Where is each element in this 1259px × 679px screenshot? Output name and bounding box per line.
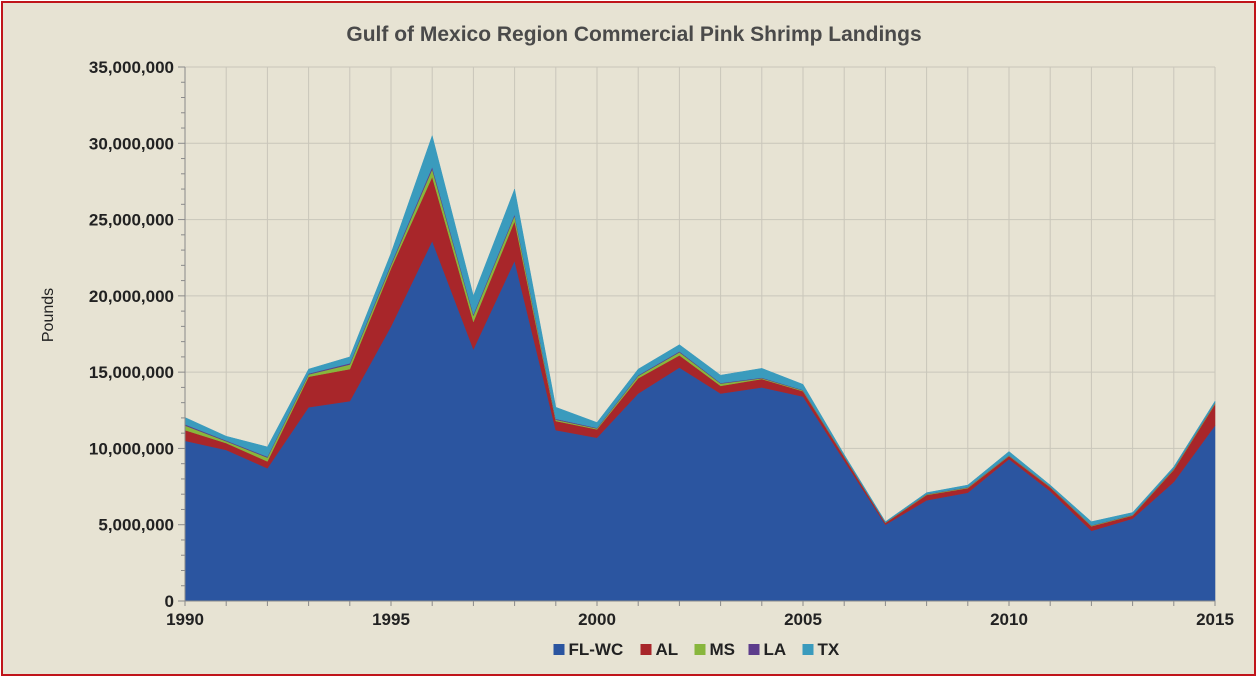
y-tick-label: 15,000,000: [89, 363, 174, 382]
y-tick-label: 5,000,000: [98, 516, 174, 535]
y-tick-label: 35,000,000: [89, 58, 174, 77]
x-tick-labels: 1990 1995 2000 2005 2010 2015: [166, 610, 1234, 629]
series-areas: [184, 134, 1216, 602]
area-fl-wc: [184, 240, 1216, 602]
y-tick-label: 20,000,000: [89, 287, 174, 306]
x-tick-label: 2000: [578, 610, 616, 629]
legend-label-ms: MS: [710, 640, 736, 659]
x-tick-label: 1990: [166, 610, 204, 629]
axes: [178, 66, 1216, 606]
legend-label-al: AL: [656, 640, 679, 659]
legend-label-la: LA: [764, 640, 787, 659]
y-axis-label: Pounds: [40, 288, 57, 342]
legend-swatch-ms: [694, 644, 706, 655]
legend-swatch-fl-wc: [553, 644, 565, 655]
legend-label-tx: TX: [818, 640, 840, 659]
legend-swatch-tx: [802, 644, 814, 655]
x-tick-label: 2010: [990, 610, 1028, 629]
y-tick-label: 10,000,000: [89, 439, 174, 458]
x-tick-label: 2015: [1196, 610, 1234, 629]
x-tick-label: 1995: [372, 610, 410, 629]
chart-title: Gulf of Mexico Region Commercial Pink Sh…: [346, 23, 921, 46]
legend-label-fl-wc: FL-WC: [569, 640, 624, 659]
y-tick-label: 0: [165, 592, 174, 611]
x-tick-label: 2005: [784, 610, 822, 629]
area-chart: Gulf of Mexico Region Commercial Pink Sh…: [40, 23, 1234, 659]
legend-swatch-la: [748, 644, 760, 655]
legend-swatch-al: [640, 644, 652, 655]
y-tick-labels: 0 5,000,000 10,000,000 15,000,000 20,000,000…: [89, 58, 174, 611]
y-tick-label: 25,000,000: [89, 211, 174, 230]
area-tx: [184, 134, 1216, 526]
legend: FL-WC AL MS LA TX: [553, 640, 840, 659]
y-tick-label: 30,000,000: [89, 134, 174, 153]
